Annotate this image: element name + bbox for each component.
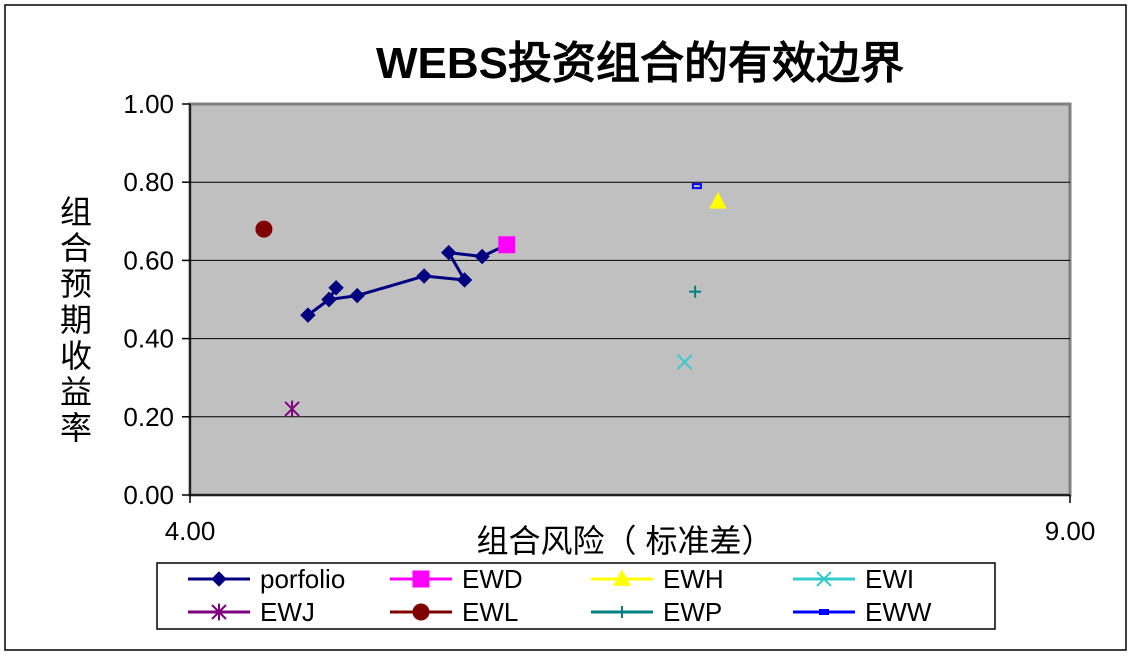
series-ewi xyxy=(676,354,693,370)
legend-marker-ewd xyxy=(412,570,430,588)
data-point-ewi xyxy=(676,354,693,370)
legend-marker-eww xyxy=(819,609,829,615)
legend-item-ewh: EWH xyxy=(591,564,724,594)
legend-label-ewh: EWH xyxy=(663,564,724,594)
legend-label-ewd: EWD xyxy=(462,564,523,594)
chart-title: WEBS投资组合的有效边界 xyxy=(376,39,904,88)
data-point-ewh xyxy=(709,191,727,209)
y-tick-label: 0.20 xyxy=(123,402,174,432)
legend-item-eww: EWW xyxy=(793,597,932,627)
legend-label-ewj: EWJ xyxy=(260,597,315,627)
y-tick-label: 1.00 xyxy=(123,89,174,119)
legend-marker-ewl xyxy=(412,603,430,621)
series-line-porfolio xyxy=(307,243,508,317)
data-point-porfolio xyxy=(474,248,490,265)
series-ewj xyxy=(284,400,300,418)
legend-label-ewl: EWL xyxy=(462,597,518,627)
legend-item-ewi: EWI xyxy=(793,564,914,594)
legend-marker-ewh xyxy=(613,569,631,586)
x-tick-label: 9.00 xyxy=(1045,516,1096,546)
legend-item-ewp: EWP xyxy=(591,597,722,627)
y-tick-label: 0.00 xyxy=(123,480,174,510)
series-layer xyxy=(255,183,727,418)
x-tick-label: 4.00 xyxy=(165,516,216,546)
x-axis-label: 组合风险（ 标准差） xyxy=(477,523,774,559)
data-point-porfolio xyxy=(300,307,316,323)
data-point-porfolio xyxy=(456,272,473,288)
y-tick-label: 0.60 xyxy=(123,245,174,275)
legend-item-ewj: EWJ xyxy=(188,597,315,627)
legend-label-eww: EWW xyxy=(865,597,932,627)
legend-marker-ewj xyxy=(211,603,227,621)
data-point-porfolio xyxy=(349,287,365,304)
data-point-ewd xyxy=(498,236,516,254)
data-point-porfolio xyxy=(321,291,337,308)
legend-marker-ewp xyxy=(616,606,628,618)
axes: 0.00 0.20 0.40 0.60 0.80 1.00 4.00 9.00 xyxy=(123,89,1095,546)
data-point-eww xyxy=(691,183,702,190)
data-point-porfolio xyxy=(416,268,432,284)
y-axis-label: 组合预期收益率 xyxy=(60,194,92,446)
data-point-porfolio xyxy=(328,280,344,296)
series-ewp xyxy=(689,285,702,298)
legend: porfolio EWD EWH EWI EWJ EWL EWP EWW xyxy=(156,562,996,630)
series-ewl xyxy=(255,220,273,238)
series-ewh xyxy=(709,191,727,209)
legend-label-porfolio: porfolio xyxy=(260,564,345,594)
legend-marker-ewi xyxy=(816,571,832,587)
legend-marker-porfolio xyxy=(211,571,227,587)
legend-item-ewl: EWL xyxy=(390,597,518,627)
legend-box xyxy=(156,562,996,630)
series-ewd xyxy=(498,236,516,254)
data-point-ewp xyxy=(689,285,702,298)
legend-item-ewd: EWD xyxy=(390,564,523,594)
y-tick-label: 0.80 xyxy=(123,167,174,197)
data-point-ewl xyxy=(255,220,273,238)
legend-item-porfolio: porfolio xyxy=(188,564,345,594)
series-eww xyxy=(691,183,702,190)
legend-label-ewi: EWI xyxy=(865,564,914,594)
data-point-ewj xyxy=(284,400,300,418)
y-axis-label-text: 组合预期收益率 xyxy=(60,194,92,446)
y-tick-label: 0.40 xyxy=(123,324,174,354)
data-point-porfolio xyxy=(441,244,457,261)
legend-label-ewp: EWP xyxy=(663,597,722,627)
